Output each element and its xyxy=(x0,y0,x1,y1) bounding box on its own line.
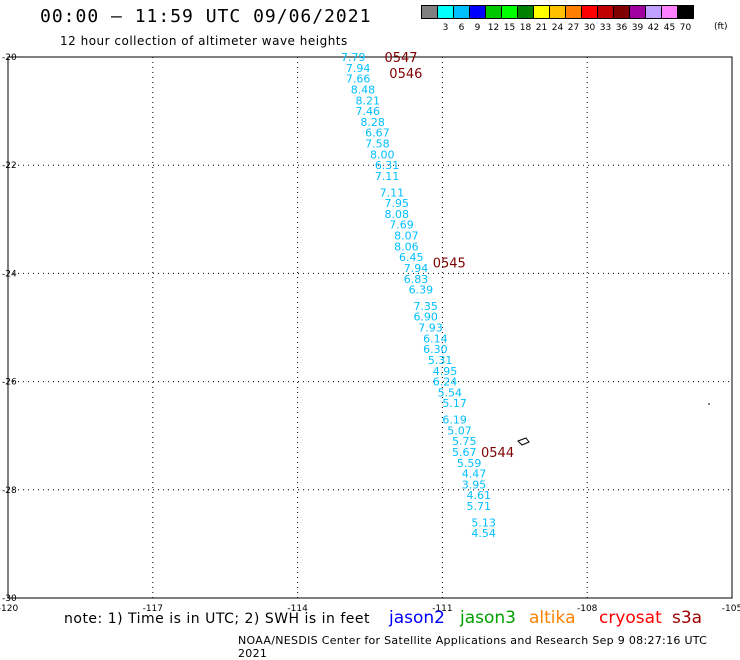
legend-label: 9 xyxy=(474,23,481,33)
legend-label: 36 xyxy=(615,23,628,33)
wave-height-label: 5.59 xyxy=(457,457,482,470)
legend-swatch: 70 xyxy=(677,5,694,33)
map-title: 00:00 – 11:59 UTC 09/06/2021 xyxy=(40,6,372,27)
wave-height-label: 5.75 xyxy=(452,435,477,448)
wave-height-label: 6.30 xyxy=(423,343,448,356)
wave-height-label: 7.11 xyxy=(375,170,400,183)
legend-label: 30 xyxy=(583,23,596,33)
wave-height-label: 8.08 xyxy=(384,208,409,221)
lat-tick-label: -28 xyxy=(2,486,17,496)
legend-swatch: 12 xyxy=(485,5,502,33)
wave-height-label: 6.67 xyxy=(365,127,390,140)
island-outline xyxy=(517,437,530,446)
wave-height-label: 6.31 xyxy=(375,159,400,172)
legend-swatch: 45 xyxy=(661,5,678,33)
legend-swatch: 27 xyxy=(565,5,582,33)
legend-label: 21 xyxy=(535,23,548,33)
wave-height-label: 7.35 xyxy=(413,300,438,313)
legend-label: 6 xyxy=(458,23,465,33)
footer-note: note: 1) Time is in UTC; 2) SWH is in fe… xyxy=(64,611,371,627)
pass-time-label: 0547 xyxy=(384,51,417,66)
wave-height-label: 6.24 xyxy=(433,376,458,389)
legend-label: 27 xyxy=(567,23,580,33)
wave-height-label: 5.17 xyxy=(442,397,467,410)
lat-tick-label: -24 xyxy=(2,269,17,279)
lon-tick-label: -111 xyxy=(432,604,452,614)
wave-height-label: 5.67 xyxy=(452,446,477,459)
wave-height-label: 5.71 xyxy=(467,500,492,513)
legend-swatch: 9 xyxy=(469,5,486,33)
legend-label: 33 xyxy=(599,23,612,33)
legend-label: 45 xyxy=(663,23,676,33)
legend-label: 24 xyxy=(551,23,564,33)
lat-tick-label: -20 xyxy=(2,53,17,63)
altika-label: altika xyxy=(529,608,576,628)
wave-height-label: 8.21 xyxy=(356,94,381,107)
wave-height-label: 4.95 xyxy=(433,365,458,378)
wave-height-label: 5.07 xyxy=(447,424,472,437)
legend-swatch: 30 xyxy=(581,5,598,33)
lat-tick-label: -22 xyxy=(2,161,17,171)
wave-height-label: 7.79 xyxy=(341,51,366,64)
lon-tick-label: -108 xyxy=(577,604,598,614)
lon-tick-label: -120 xyxy=(0,604,18,614)
wave-height-label: 6.90 xyxy=(413,311,438,324)
s3a-label: s3a xyxy=(672,608,703,628)
wave-height-label: 5.54 xyxy=(438,386,463,399)
wave-height-label: 4.54 xyxy=(471,527,496,540)
wave-height-label: 8.07 xyxy=(394,230,419,243)
wave-height-label: 7.58 xyxy=(365,138,390,151)
wave-height-label: 7.94 xyxy=(404,262,429,275)
legend-label: 39 xyxy=(631,23,644,33)
wave-height-label: 4.61 xyxy=(467,489,492,502)
wave-height-label: 8.06 xyxy=(394,240,419,253)
wave-height-label: 8.48 xyxy=(351,83,376,96)
wave-height-label: 6.45 xyxy=(399,251,424,264)
lon-tick-label: -114 xyxy=(287,604,308,614)
wave-height-label: 8.28 xyxy=(360,116,385,129)
wave-height-label: 7.46 xyxy=(356,105,381,118)
wave-height-label: 7.11 xyxy=(380,186,405,199)
pass-time-label: 0546 xyxy=(389,67,422,82)
lon-tick-label: -105 xyxy=(722,604,740,614)
jason3-label: jason3 xyxy=(460,608,516,628)
pass-time-label: 0545 xyxy=(433,257,466,272)
lon-tick-label: -117 xyxy=(143,604,163,614)
jason2-label: jason2 xyxy=(389,608,445,628)
wave-height-label: 4.47 xyxy=(462,468,487,481)
map-subtitle: 12 hour collection of altimeter wave hei… xyxy=(60,34,348,48)
wave-height-label: 5.31 xyxy=(428,354,453,367)
wave-height-label: 6.14 xyxy=(423,332,448,345)
wave-height-label: 7.66 xyxy=(346,73,371,86)
wave-height-label: 3.95 xyxy=(462,478,487,491)
legend-label: 3 xyxy=(442,23,449,33)
color-legend: 3 6 9 12 15 18 21 24 27 30 33 36 39 42 45 70 xyxy=(421,5,694,33)
lat-tick-label: -26 xyxy=(2,378,17,388)
wave-height-label: 6.19 xyxy=(442,413,467,426)
wave-height-label: 7.93 xyxy=(418,322,443,335)
legend-label: 42 xyxy=(647,23,660,33)
wave-height-label: 6.39 xyxy=(409,284,434,297)
legend-label: 12 xyxy=(487,23,500,33)
legend-label: 18 xyxy=(519,23,532,33)
footer-credit: NOAA/NESDIS Center for Satellite Applica… xyxy=(238,634,708,660)
wave-height-label: 6.83 xyxy=(404,273,429,286)
wave-height-label: 7.69 xyxy=(389,219,414,232)
cryosat-label: cryosat xyxy=(599,608,662,628)
wave-height-label: 8.00 xyxy=(370,148,395,161)
wave-height-label: 5.13 xyxy=(471,516,496,529)
wave-height-label: 7.95 xyxy=(384,197,409,210)
pass-time-label: 0544 xyxy=(481,446,514,461)
wave-height-label: 7.94 xyxy=(346,62,371,75)
legend-swatch: 24 xyxy=(549,5,566,33)
legend-units: (ft) xyxy=(714,22,728,32)
lat-tick-label: -30 xyxy=(2,594,17,604)
legend-label: 70 xyxy=(679,23,692,33)
legend-label: 15 xyxy=(503,23,516,33)
